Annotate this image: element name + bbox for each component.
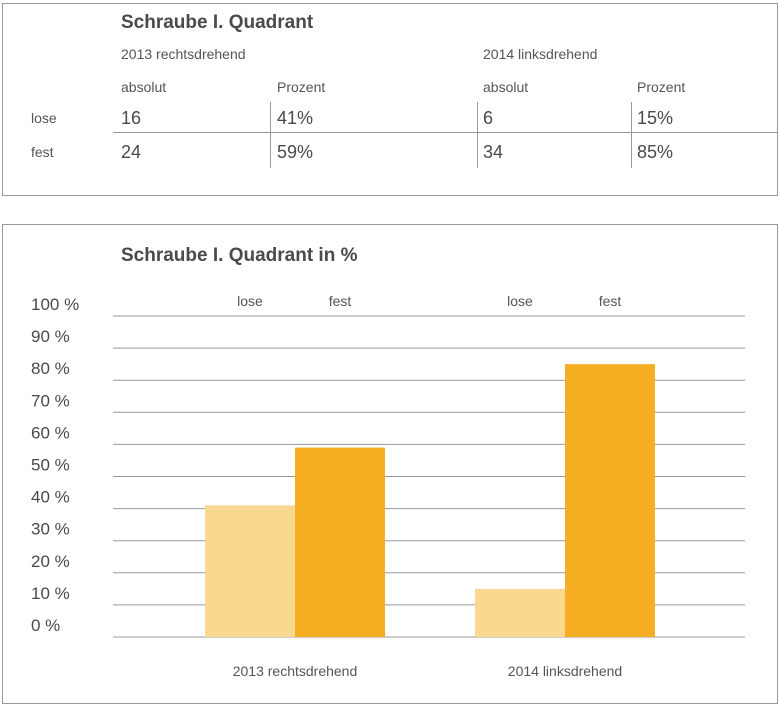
subheader-prozent-2013: Prozent	[277, 79, 326, 95]
table-panel: Schraube I. Quadrant 2013 rechtsdrehend …	[2, 3, 778, 196]
series-label-fest: fest	[599, 293, 622, 309]
table-cell: 59%	[277, 142, 314, 162]
table-cell: 41%	[277, 108, 314, 128]
table-cell: 16	[121, 108, 142, 128]
y-tick-label: 10 %	[31, 584, 70, 603]
y-tick-label: 90 %	[31, 327, 70, 346]
table-cell: 6	[483, 108, 494, 128]
table-title: Schraube I. Quadrant	[121, 12, 314, 33]
y-tick-label: 60 %	[31, 423, 70, 442]
group-header-2013: 2013 rechtsdrehend	[121, 46, 246, 62]
y-tick-label: 80 %	[31, 359, 70, 378]
bar-fest	[565, 364, 655, 637]
bar-fest	[295, 447, 385, 637]
series-label-fest: fest	[329, 293, 352, 309]
y-tick-label: 30 %	[31, 520, 70, 539]
y-tick-label: 40 %	[31, 488, 70, 507]
subheader-prozent-2014: Prozent	[637, 79, 686, 95]
table-cell: 85%	[637, 142, 674, 162]
y-tick-label: 0 %	[31, 616, 60, 635]
row-label-fest: fest	[31, 144, 54, 160]
y-tick-label: 100 %	[31, 295, 79, 314]
series-label-lose: lose	[237, 293, 263, 309]
row-label-lose: lose	[31, 110, 57, 126]
column-divider	[270, 102, 271, 168]
bar-lose	[205, 505, 295, 637]
subheader-absolut-2013: absolut	[121, 79, 167, 95]
chart-title: Schraube I. Quadrant in %	[121, 245, 358, 266]
y-tick-label: 20 %	[31, 552, 70, 571]
column-divider	[631, 102, 632, 168]
series-label-lose: lose	[507, 293, 533, 309]
table-cell: 34	[483, 142, 504, 162]
row-divider	[113, 132, 777, 133]
bar-lose	[475, 588, 565, 637]
table-cell: 24	[121, 142, 142, 162]
subheader-absolut-2014: absolut	[483, 79, 529, 95]
y-tick-label: 50 %	[31, 456, 70, 475]
column-divider	[477, 102, 478, 168]
bar-chart: 0 % 10 % 20 % 30 % 40 % 50 % 60 % 70 % 80 % 90 % 1…	[31, 293, 745, 679]
table-cell: 15%	[637, 108, 674, 128]
y-tick-label: 70 %	[31, 391, 70, 410]
chart-panel: Schraube I. Quadrant in % 0 % 10 % 20 % 30 …	[2, 224, 778, 704]
group-header-2014: 2014 linksdrehend	[483, 46, 598, 62]
x-category-label: 2014 linksdrehend	[508, 663, 622, 679]
x-category-label: 2013 rechtsdrehend	[233, 663, 358, 679]
